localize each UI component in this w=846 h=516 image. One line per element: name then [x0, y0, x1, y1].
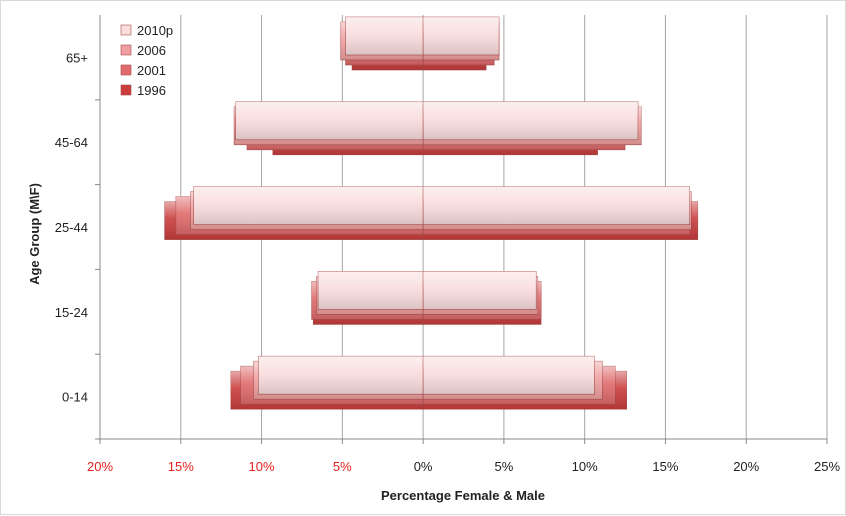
x-tick-label: 25%: [814, 459, 840, 474]
y-tick-label: 45-64: [55, 135, 88, 150]
y-tick-label: 65+: [66, 50, 88, 65]
legend-label: 1996: [137, 83, 166, 98]
x-tick-label: 20%: [733, 459, 759, 474]
y-tick-label: 0-14: [62, 390, 88, 405]
legend-swatch: [120, 64, 132, 76]
bar-highlight: [423, 101, 638, 140]
legend-swatch: [120, 24, 132, 36]
bar-highlight: [423, 271, 537, 310]
x-tick-label: 0%: [414, 459, 433, 474]
legend-swatch: [120, 84, 132, 96]
bar-highlight: [423, 17, 500, 55]
bar-highlight: [423, 186, 690, 225]
legend-label: 2010p: [137, 23, 173, 38]
legend: 2010p 2006 2001 1996: [120, 23, 173, 98]
bar-highlight: [258, 356, 424, 395]
legend-swatch: [120, 44, 132, 56]
x-tick-label: 10%: [572, 459, 598, 474]
x-tick-label: 15%: [652, 459, 678, 474]
bar-highlight: [235, 101, 424, 140]
bar-highlight: [193, 186, 424, 225]
x-tick-label: 5%: [494, 459, 513, 474]
legend-label: 2001: [137, 63, 166, 78]
y-tick-label: 15-24: [55, 305, 88, 320]
x-axis-title: Percentage Female & Male: [381, 488, 545, 503]
bar-highlight: [318, 271, 424, 310]
axes: 20% 15% 10% 5% 0% 5% 10% 15% 20% 25% 0-14 15-24 25-4…: [55, 15, 840, 474]
x-tick-label: 5%: [333, 459, 352, 474]
bar-highlight: [345, 17, 424, 55]
x-tick-label: 10%: [249, 459, 275, 474]
y-axis-title: Age Group (M\F): [27, 183, 42, 285]
y-tick-label: 25-44: [55, 220, 88, 235]
bars: [164, 16, 699, 410]
bar-highlight: [423, 356, 595, 395]
x-tick-label: 15%: [168, 459, 194, 474]
x-tick-label: 20%: [87, 459, 113, 474]
legend-label: 2006: [137, 43, 166, 58]
